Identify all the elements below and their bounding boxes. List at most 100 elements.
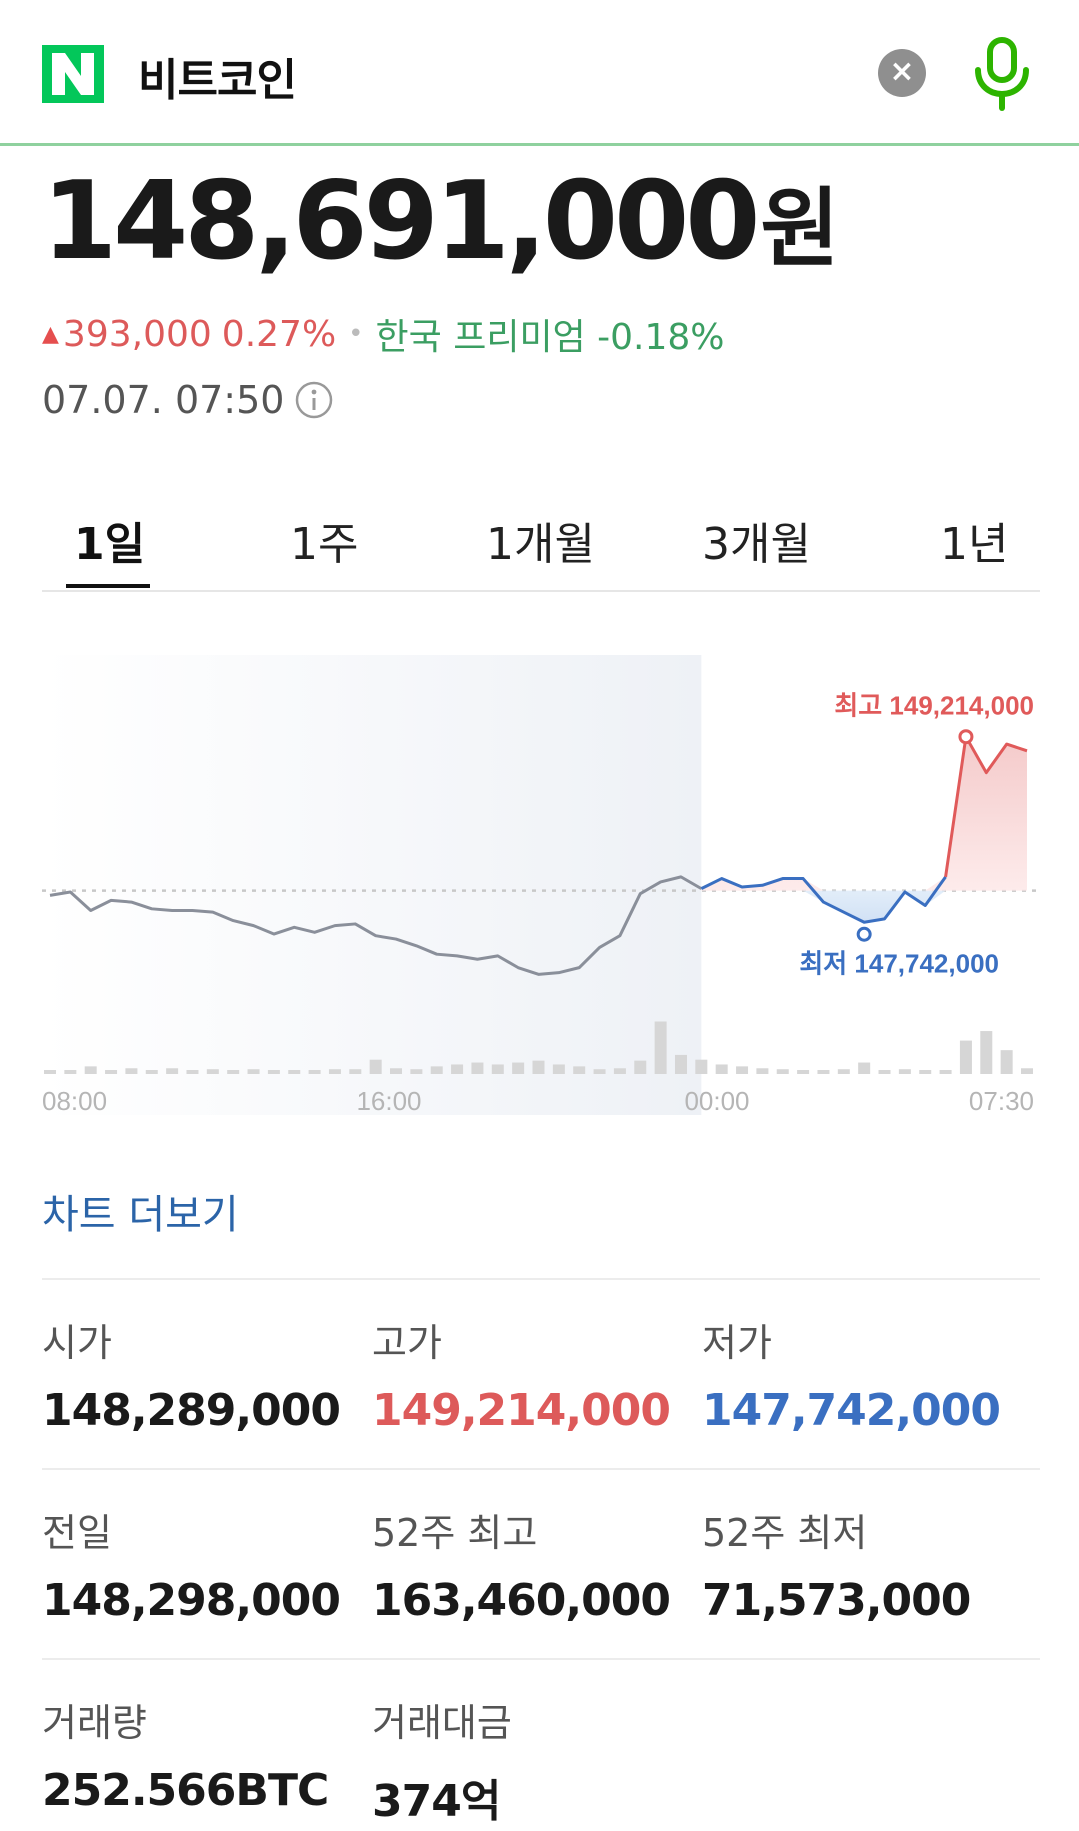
volume-bar <box>390 1068 403 1074</box>
volume-bar <box>674 1054 687 1074</box>
volume-bar <box>634 1060 647 1074</box>
volume-bar <box>105 1070 118 1074</box>
volume-bar <box>288 1070 301 1074</box>
volume-bar <box>267 1070 280 1074</box>
volume-bar <box>573 1066 586 1074</box>
clear-search-button[interactable]: × <box>878 49 926 97</box>
stat-label: 거래대금 <box>372 1701 512 1745</box>
stat-label: 전일 <box>42 1511 112 1555</box>
more-chart-link[interactable]: 차트 더보기 <box>42 1192 239 1238</box>
volume-bar <box>512 1062 525 1074</box>
update-timestamp: 07.07. 07:50 <box>42 378 285 422</box>
volume-bar <box>491 1064 504 1074</box>
search-header: 비트코인 × <box>0 0 1079 146</box>
tab-1-week[interactable]: 1주 <box>290 519 359 570</box>
volume-bar <box>328 1069 341 1074</box>
volume-bar <box>471 1062 484 1074</box>
volume-bar <box>44 1070 56 1074</box>
volume-bar <box>715 1064 728 1074</box>
volume-bar <box>532 1060 545 1074</box>
stat-label: 52주 최고 <box>372 1511 538 1555</box>
stat-value: 374억 <box>372 1776 501 1827</box>
tab-3-months[interactable]: 3개월 <box>702 519 811 570</box>
high-label: 최고 149,214,000 <box>834 691 1034 721</box>
x-tick-label: 00:00 <box>684 1086 749 1116</box>
volume-bar <box>451 1064 464 1074</box>
volume-bar <box>593 1069 606 1074</box>
price-unit: 원 <box>760 179 840 279</box>
tab-1-month[interactable]: 1개월 <box>486 519 595 570</box>
stat-label: 거래량 <box>42 1701 147 1745</box>
volume-bar <box>776 1069 789 1074</box>
volume-bar <box>430 1066 443 1074</box>
volume-bar <box>797 1070 810 1074</box>
volume-bar <box>878 1070 891 1074</box>
volume-bar <box>410 1069 423 1074</box>
today-price-line-below <box>700 876 947 924</box>
volume-bar <box>959 1040 972 1074</box>
stat-open: 시가 148,289,000 <box>42 1312 341 1436</box>
volume-bar <box>898 1069 911 1074</box>
microphone-icon[interactable] <box>970 36 1034 112</box>
low-label: 최저 147,742,000 <box>799 948 999 978</box>
volume-bar <box>817 1070 830 1074</box>
volume-bar <box>369 1059 382 1074</box>
past-period-shade <box>42 655 702 1115</box>
below-reference-fill <box>701 890 1027 923</box>
naver-logo-icon[interactable] <box>42 45 104 103</box>
volume-bar <box>166 1068 179 1074</box>
stat-trade-value: 거래대금 374억 <box>372 1692 512 1829</box>
stat-prev-close: 전일 148,298,000 <box>42 1502 341 1626</box>
search-query[interactable]: 비트코인 <box>138 55 297 106</box>
active-tab-indicator <box>66 584 150 588</box>
volume-bar <box>980 1031 993 1074</box>
volume-bar <box>145 1070 158 1074</box>
volume-bar <box>756 1068 769 1074</box>
volume-bar <box>84 1066 97 1074</box>
stat-52w-high: 52주 최고 163,460,000 <box>372 1502 671 1626</box>
today-price-line-above <box>944 735 1028 878</box>
volume-bar <box>858 1062 871 1074</box>
stat-label: 저가 <box>702 1321 772 1365</box>
x-tick-label: 08:00 <box>42 1086 107 1116</box>
volume-bar <box>919 1070 932 1074</box>
stat-low: 저가 147,742,000 <box>702 1312 1001 1436</box>
volume-bar <box>613 1068 626 1074</box>
price-chart[interactable]: 최고 149,214,000 최저 147,742,000 08:00 16:00 00… <box>42 650 1040 1120</box>
volume-bar <box>308 1070 321 1074</box>
close-icon: × <box>889 53 915 89</box>
stat-value: 163,460,000 <box>372 1575 671 1626</box>
stat-label: 시가 <box>42 1321 112 1365</box>
volume-bar <box>695 1059 708 1074</box>
stat-value: 71,573,000 <box>702 1575 971 1626</box>
volume-bar <box>654 1021 667 1074</box>
price-chart-svg: 최고 149,214,000 최저 147,742,000 08:00 16:00 00… <box>42 655 1040 1116</box>
volume-bar <box>837 1069 850 1074</box>
high-point-marker <box>958 729 974 745</box>
low-point-marker <box>856 926 872 942</box>
current-price: 148,691,000원 <box>42 168 840 276</box>
separator-dot: • <box>348 319 364 349</box>
stats-row: 전일 148,298,000 52주 최고 163,460,000 52주 최저… <box>42 1468 1040 1658</box>
x-tick-label: 16:00 <box>356 1086 421 1116</box>
volume-bar <box>206 1069 219 1074</box>
stat-value: 148,298,000 <box>42 1575 341 1626</box>
volume-bar <box>64 1070 77 1074</box>
update-time-row: 07.07. 07:50 <box>42 378 334 422</box>
change-amount: 393,000 <box>62 313 212 355</box>
volume-bar <box>939 1070 952 1074</box>
stat-label: 52주 최저 <box>702 1511 868 1555</box>
tab-1-year[interactable]: 1년 <box>940 519 1009 570</box>
volume-bar <box>125 1068 138 1074</box>
stat-value: 149,214,000 <box>372 1385 671 1436</box>
stat-label: 고가 <box>372 1321 442 1365</box>
stat-value: 147,742,000 <box>702 1385 1001 1436</box>
stats-grid: 시가 148,289,000 고가 149,214,000 저가 147,742… <box>42 1278 1040 1831</box>
period-tabs: 1일 1주 1개월 3개월 1년 <box>42 500 1040 592</box>
price-value: 148,691,000 <box>42 159 760 284</box>
tab-1-day[interactable]: 1일 <box>74 519 146 570</box>
info-icon[interactable] <box>294 380 334 420</box>
price-change-row: ▲ 393,000 0.27% • 한국 프리미엄 -0.18% <box>42 308 724 360</box>
stat-volume: 거래량 252.566BTC <box>42 1692 329 1816</box>
volume-bar <box>1000 1050 1013 1074</box>
